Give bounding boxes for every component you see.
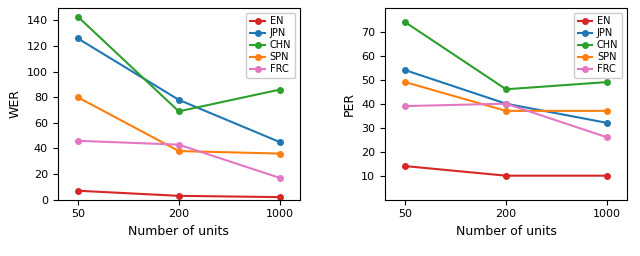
CHN bbox=[502, 88, 510, 91]
Line: CHN: CHN bbox=[75, 14, 283, 114]
Line: FRC: FRC bbox=[402, 101, 610, 140]
Line: FRC: FRC bbox=[75, 138, 283, 181]
Legend: EN, JPN, CHN, SPN, FRC: EN, JPN, CHN, SPN, FRC bbox=[573, 13, 622, 78]
SPN bbox=[276, 152, 284, 155]
JPN bbox=[74, 37, 82, 40]
CHN bbox=[175, 110, 182, 113]
FRC bbox=[276, 176, 284, 179]
JPN bbox=[401, 69, 409, 72]
FRC bbox=[502, 102, 510, 105]
FRC bbox=[74, 139, 82, 142]
Line: SPN: SPN bbox=[75, 94, 283, 156]
Line: EN: EN bbox=[402, 163, 610, 178]
CHN bbox=[74, 15, 82, 18]
EN bbox=[603, 174, 611, 177]
EN bbox=[401, 165, 409, 168]
EN bbox=[502, 174, 510, 177]
Line: SPN: SPN bbox=[402, 79, 610, 114]
SPN bbox=[401, 81, 409, 84]
FRC bbox=[603, 136, 611, 139]
JPN bbox=[276, 141, 284, 144]
Line: CHN: CHN bbox=[402, 19, 610, 92]
SPN bbox=[175, 150, 182, 153]
JPN bbox=[603, 121, 611, 124]
SPN bbox=[502, 109, 510, 112]
X-axis label: Number of units: Number of units bbox=[129, 225, 229, 238]
Line: JPN: JPN bbox=[75, 36, 283, 145]
FRC bbox=[175, 143, 182, 146]
X-axis label: Number of units: Number of units bbox=[456, 225, 556, 238]
Line: EN: EN bbox=[75, 188, 283, 200]
CHN bbox=[401, 20, 409, 24]
CHN bbox=[276, 88, 284, 91]
SPN bbox=[74, 96, 82, 99]
Y-axis label: PER: PER bbox=[342, 92, 355, 116]
JPN bbox=[502, 102, 510, 105]
FRC bbox=[401, 104, 409, 108]
JPN bbox=[175, 98, 182, 101]
SPN bbox=[603, 109, 611, 112]
Legend: EN, JPN, CHN, SPN, FRC: EN, JPN, CHN, SPN, FRC bbox=[246, 13, 295, 78]
EN bbox=[175, 194, 182, 197]
CHN bbox=[603, 81, 611, 84]
EN bbox=[276, 196, 284, 199]
Line: JPN: JPN bbox=[402, 67, 610, 126]
Y-axis label: WER: WER bbox=[8, 89, 21, 118]
EN bbox=[74, 189, 82, 192]
